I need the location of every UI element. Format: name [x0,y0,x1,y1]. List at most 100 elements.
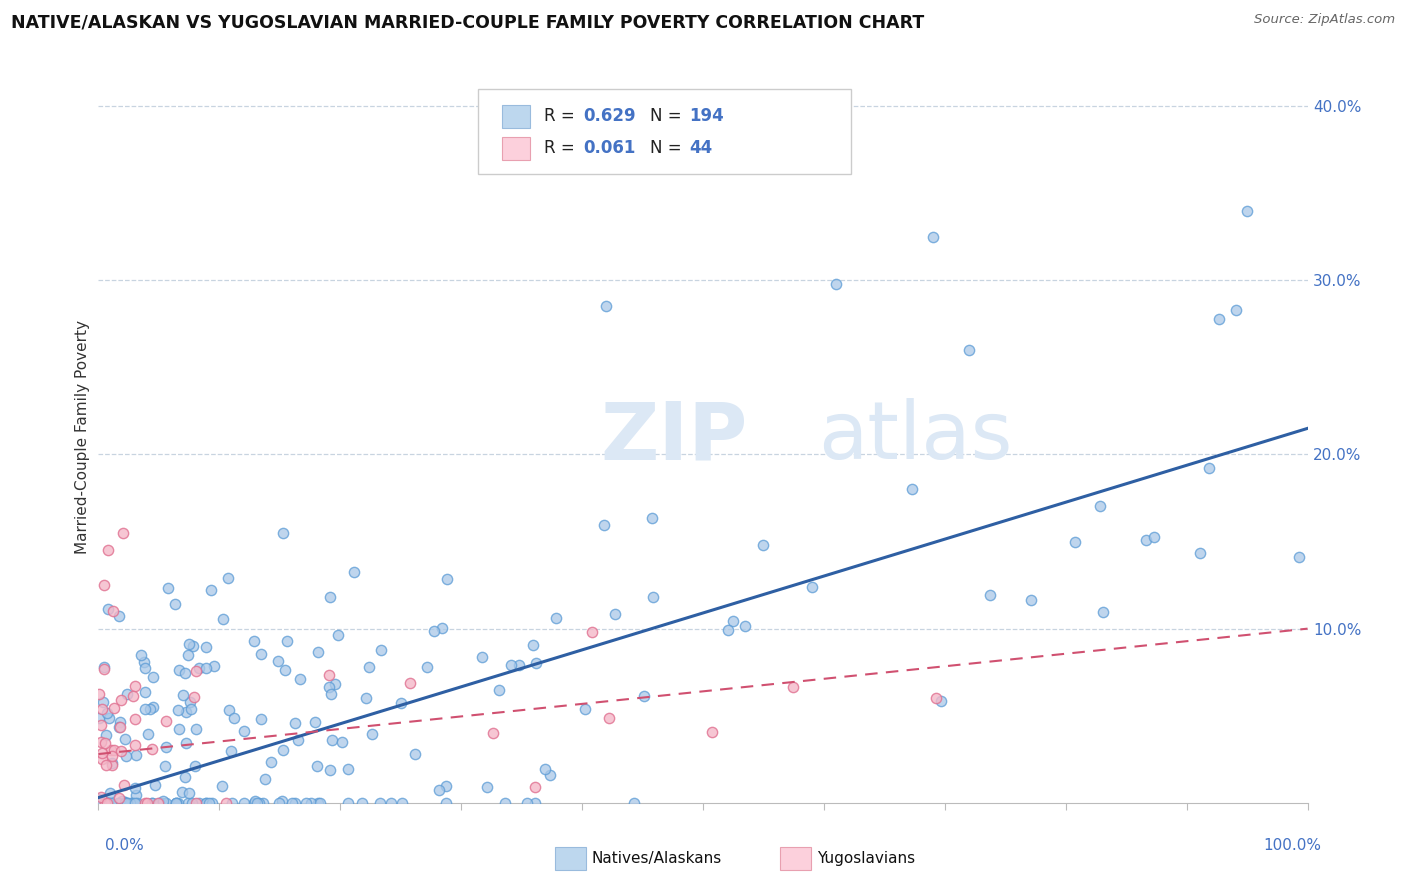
Point [134,702,156,716]
Point [97,796,120,810]
Point [184,796,207,810]
Point [174,736,197,750]
Point [337,762,360,776]
Point [150,796,173,810]
Point [124,712,146,726]
Point [522,638,544,652]
Point [368,796,391,810]
Text: 194: 194 [689,107,724,126]
Point [734,619,756,633]
Point [165,796,187,810]
Point [90,789,112,804]
Point [307,796,329,810]
Point [921,229,943,244]
Point [524,657,547,671]
Point [246,796,269,810]
Point [194,796,217,810]
Point [97,602,120,616]
Point [195,796,218,810]
Point [96,796,118,810]
Point [87,687,110,701]
Point [482,725,505,739]
Point [121,796,143,810]
Point [305,759,328,773]
Point [250,647,273,661]
Point [1225,302,1247,317]
Point [108,720,131,734]
Point [801,580,824,594]
Point [177,637,200,651]
Point [148,796,170,810]
Point [508,658,530,673]
Point [900,482,922,496]
Point [354,690,377,705]
Point [336,796,359,810]
Point [202,659,225,673]
Text: R =: R = [544,139,581,157]
Point [824,277,846,291]
Point [153,758,176,772]
Point [250,712,273,726]
Point [114,796,136,810]
Point [1091,605,1114,619]
Point [217,571,239,585]
Point [221,744,243,758]
Point [188,796,211,810]
Point [141,796,163,810]
Point [90,717,112,731]
Point [89,792,111,806]
Point [957,343,980,357]
Point [430,621,453,635]
Point [125,747,148,762]
Point [125,788,148,802]
Point [120,796,142,810]
Point [538,767,561,781]
Point [274,663,297,677]
Point [148,796,170,810]
Point [167,796,190,810]
Point [134,685,156,699]
Point [494,796,516,810]
Point [215,796,238,810]
Point [765,143,787,157]
Point [143,778,166,792]
Point [218,703,240,717]
Point [103,701,125,715]
Point [243,794,266,808]
Point [211,612,233,626]
Point [488,683,510,698]
Point [1288,550,1310,565]
Point [132,655,155,669]
Point [127,796,149,810]
Point [177,786,200,800]
Point [142,700,165,714]
Text: N =: N = [650,139,686,157]
Point [93,662,115,676]
Point [595,300,617,314]
Point [100,743,122,757]
Point [188,661,211,675]
Point [155,796,177,810]
Point [131,648,153,662]
Point [194,640,217,654]
Text: R =: R = [544,107,581,126]
Point [593,517,616,532]
Point [139,702,162,716]
Point [101,758,124,772]
Y-axis label: Married-Couple Family Poverty: Married-Couple Family Poverty [75,320,90,554]
Point [380,796,402,810]
Point [110,693,132,707]
Point [598,711,620,725]
Point [276,634,298,648]
Point [184,759,207,773]
Point [436,779,458,793]
Point [122,689,145,703]
Point [110,794,132,808]
Point [389,696,412,710]
Point [124,738,146,752]
Text: 0.0%: 0.0% [105,838,145,853]
Point [176,796,198,810]
Text: 44: 44 [689,139,713,157]
Point [167,664,190,678]
Point [318,668,340,682]
